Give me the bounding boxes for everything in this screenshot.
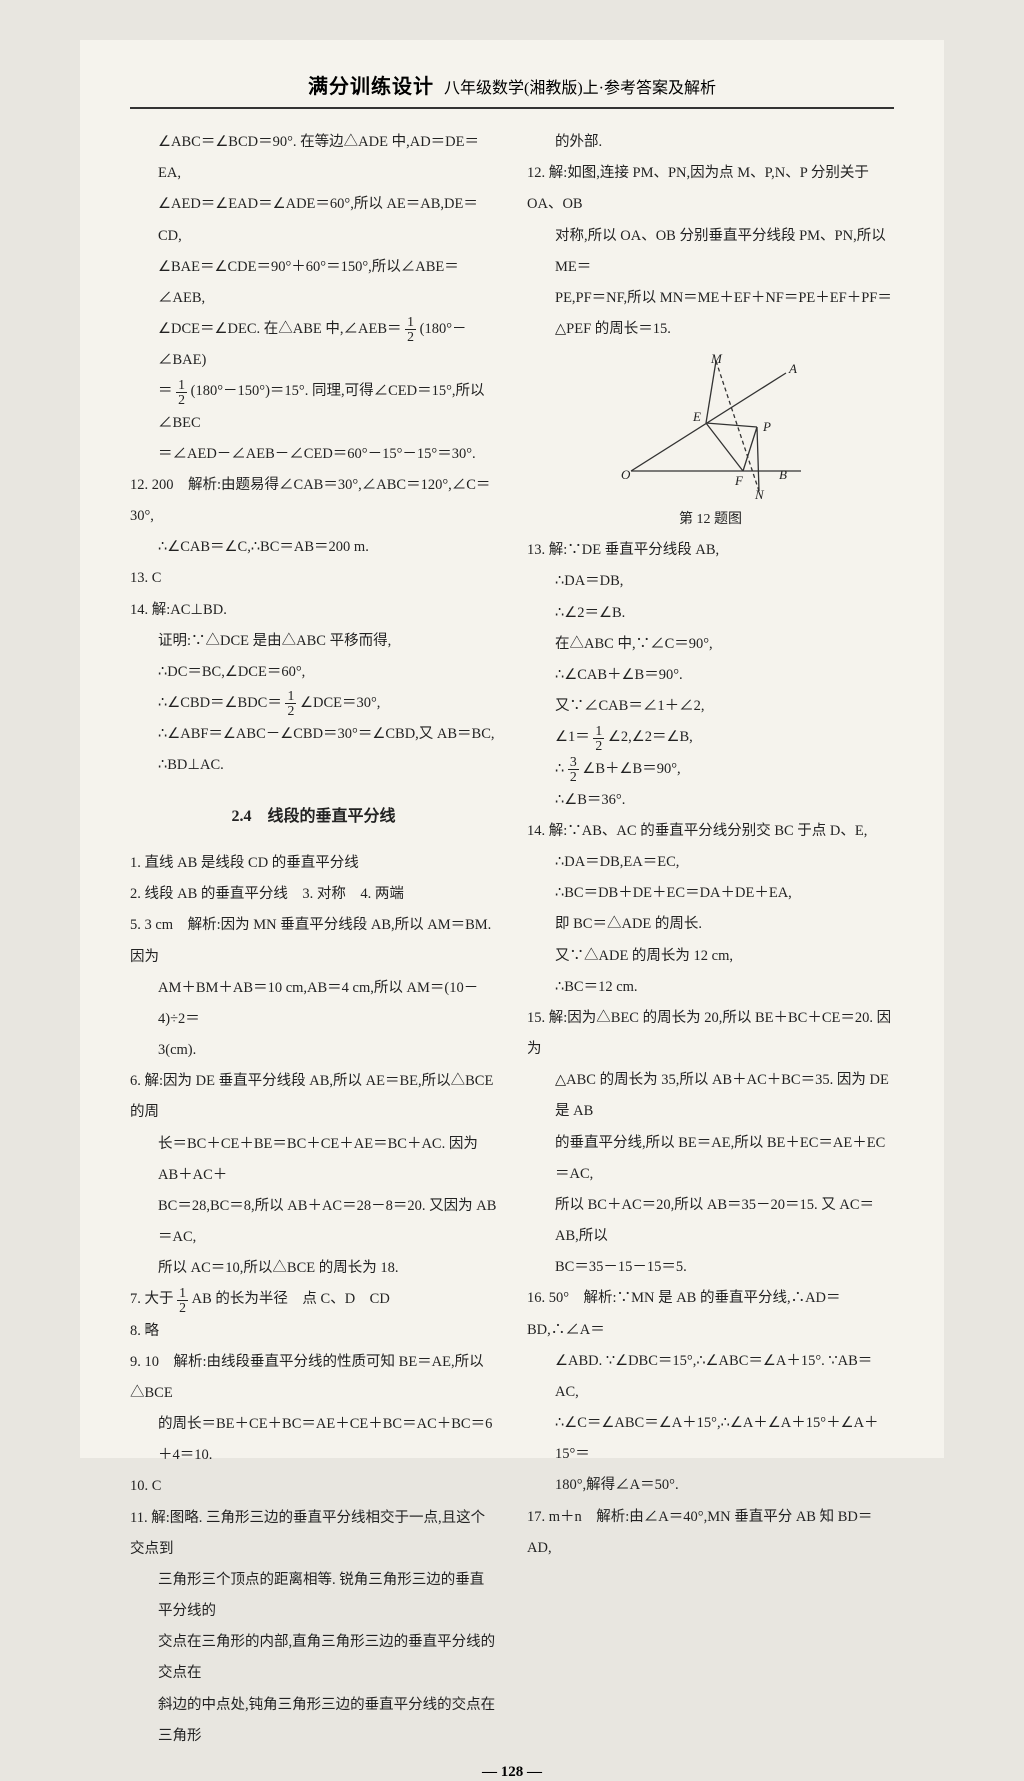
label-O: O — [621, 467, 631, 482]
text-line: 又∵∠CAB＝∠1＋∠2, — [527, 691, 894, 722]
text-line: ∴∠ABF＝∠ABC－∠CBD＝30°＝∠CBD,又 AB＝BC, — [130, 719, 497, 750]
text-span: ∠1＝ — [555, 729, 590, 745]
text-line: 14. 解:AC⊥BD. — [130, 595, 497, 626]
text-line: 6. 解:因为 DE 垂直平分线段 AB,所以 AE＝BE,所以△BCE 的周 — [130, 1066, 497, 1128]
text-line: PE,PF＝NF,所以 MN＝ME＋EF＋NF＝PE＋EF＋PF＝ — [527, 283, 894, 314]
text-line: 对称,所以 OA、OB 分别垂直平分线段 PM、PN,所以 ME＝ — [527, 221, 894, 283]
fraction-threehalf: 32 — [568, 755, 579, 784]
text-span: ＝ — [158, 383, 173, 399]
text-line: ∴∠2＝∠B. — [527, 598, 894, 629]
text-line: ＝∠AED－∠AEB－∠CED＝60°－15°－15°＝30°. — [130, 439, 497, 470]
content-columns: ∠ABC＝∠BCD＝90°. 在等边△ADE 中,AD＝DE＝EA, ∠AED＝… — [130, 127, 894, 1752]
label-E: E — [692, 409, 701, 424]
text-span: ∠DCE＝∠DEC. 在△ABE 中,∠AEB＝ — [158, 321, 402, 337]
text-span: AB 的长为半径 点 C、D CD — [192, 1291, 390, 1307]
text-line: 5. 3 cm 解析:因为 MN 垂直平分线段 AB,所以 AM＝BM.因为 — [130, 910, 497, 972]
figure-caption: 第 12 题图 — [527, 505, 894, 535]
text-line: 16. 50° 解析:∵MN 是 AB 的垂直平分线,∴AD＝BD,∴∠A＝ — [527, 1283, 894, 1345]
text-line: 即 BC＝△ADE 的周长. — [527, 909, 894, 940]
text-line: 3(cm). — [130, 1035, 497, 1066]
text-line: 15. 解:因为△BEC 的周长为 20,所以 BE＋BC＋CE＝20. 因为 — [527, 1003, 894, 1065]
text-span: ∴∠CBD＝∠BDC＝ — [158, 695, 282, 711]
text-line: ∠ABD. ∵∠DBC＝15°,∴∠ABC＝∠A＋15°. ∵AB＝AC, — [527, 1346, 894, 1408]
text-line: 2. 线段 AB 的垂直平分线 3. 对称 4. 两端 — [130, 879, 497, 910]
text-line: ∠AED＝∠EAD＝∠ADE＝60°,所以 AE＝AB,DE＝CD, — [130, 189, 497, 251]
fraction-half: 12 — [405, 315, 416, 344]
text-span: ∠2,∠2＝∠B, — [608, 729, 693, 745]
text-line: 证明:∵△DCE 是由△ABC 平移而得, — [130, 626, 497, 657]
text-span: ∠B＋∠B＝90°, — [582, 761, 680, 777]
text-line: △ABC 的周长为 35,所以 AB＋AC＋BC＝35. 因为 DE 是 AB — [527, 1065, 894, 1127]
fraction-half: 12 — [176, 378, 187, 407]
text-line: 12. 解:如图,连接 PM、PN,因为点 M、P,N、P 分别关于 OA、OB — [527, 158, 894, 220]
fraction-half: 12 — [593, 724, 604, 753]
text-line: BC＝28,BC＝8,所以 AB＋AC＝28－8＝20. 又因为 AB＝AC, — [130, 1191, 497, 1253]
text-line: 180°,解得∠A＝50°. — [527, 1470, 894, 1501]
page: 满分训练设计 八年级数学(湘教版)上·参考答案及解析 ∠ABC＝∠BCD＝90°… — [80, 40, 944, 1458]
label-M: M — [710, 351, 723, 366]
fraction-half: 12 — [285, 689, 296, 718]
text-line: ∠ABC＝∠BCD＝90°. 在等边△ADE 中,AD＝DE＝EA, — [130, 127, 497, 189]
header-title: 满分训练设计 — [308, 76, 434, 98]
page-header: 满分训练设计 八年级数学(湘教版)上·参考答案及解析 — [130, 70, 894, 109]
text-span: 7. 大于 — [130, 1291, 174, 1307]
text-line: 斜边的中点处,钝角三角形三边的垂直平分线的交点在三角形 — [130, 1690, 497, 1752]
text-line: ∴∠CAB＝∠C,∴BC＝AB＝200 m. — [130, 532, 497, 563]
label-F: F — [734, 473, 744, 488]
text-line: ∠BAE＝∠CDE＝90°＋60°＝150°,所以∠ABE＝∠AEB, — [130, 252, 497, 314]
text-line: 的垂直平分线,所以 BE＝AE,所以 BE＋EC＝AE＋EC＝AC, — [527, 1128, 894, 1190]
text-line: 所以 AC＝10,所以△BCE 的周长为 18. — [130, 1253, 497, 1284]
text-line: 三角形三个顶点的距离相等. 锐角三角形三边的垂直平分线的 — [130, 1565, 497, 1627]
right-column: 的外部. 12. 解:如图,连接 PM、PN,因为点 M、P,N、P 分别关于 … — [527, 127, 894, 1752]
text-line: 8. 略 — [130, 1316, 497, 1347]
text-line: 11. 解:图略. 三角形三边的垂直平分线相交于一点,且这个交点到 — [130, 1503, 497, 1565]
left-column: ∠ABC＝∠BCD＝90°. 在等边△ADE 中,AD＝DE＝EA, ∠AED＝… — [130, 127, 497, 1752]
text-line: ∴BC＝DB＋DE＋EC＝DA＋DE＋EA, — [527, 878, 894, 909]
text-line: ∴∠C＝∠ABC＝∠A＋15°,∴∠A＋∠A＋15°＋∠A＋15°＝ — [527, 1408, 894, 1470]
text-line: ∴BD⊥AC. — [130, 750, 497, 781]
text-line: 长＝BC＋CE＋BE＝BC＋CE＋AE＝BC＋AC. 因为 AB＋AC＋ — [130, 1129, 497, 1191]
fraction-half: 12 — [177, 1286, 188, 1315]
text-line: ＝ 12 (180°－150°)＝15°. 同理,可得∠CED＝15°,所以∠B… — [130, 376, 497, 438]
text-line: ∠1＝ 12 ∠2,∠2＝∠B, — [527, 722, 894, 753]
section-title: 2.4 线段的垂直平分线 — [130, 800, 497, 834]
text-line: ∴∠CAB＋∠B＝90°. — [527, 660, 894, 691]
diagram-svg: M A E P O F B N — [611, 351, 811, 501]
text-line: ∴∠B＝36°. — [527, 785, 894, 816]
text-line: 在△ABC 中,∵∠C＝90°, — [527, 629, 894, 660]
text-line: ∴DA＝DB, — [527, 566, 894, 597]
text-line: 17. m＋n 解析:由∠A＝40°,MN 垂直平分 AB 知 BD＝AD, — [527, 1502, 894, 1564]
text-line: 的周长＝BE＋CE＋BC＝AE＋CE＋BC＝AC＋BC＝6＋4＝10. — [130, 1409, 497, 1471]
text-line: AM＋BM＋AB＝10 cm,AB＝4 cm,所以 AM＝(10－4)÷2＝ — [130, 973, 497, 1035]
text-line: ∠DCE＝∠DEC. 在△ABE 中,∠AEB＝ 12 (180°－∠BAE) — [130, 314, 497, 376]
text-line: 7. 大于 12 AB 的长为半径 点 C、D CD — [130, 1284, 497, 1315]
text-span: ∠DCE＝30°, — [300, 695, 380, 711]
text-line: BC＝35－15－15＝5. — [527, 1252, 894, 1283]
label-A: A — [788, 361, 797, 376]
text-line: 13. C — [130, 563, 497, 594]
text-line: 的外部. — [527, 127, 894, 158]
text-line: ∴DA＝DB,EA＝EC, — [527, 847, 894, 878]
figure-12: M A E P O F B N — [527, 351, 894, 501]
text-span: (180°－150°)＝15°. 同理,可得∠CED＝15°,所以∠BEC — [158, 383, 485, 430]
text-line: 14. 解:∵AB、AC 的垂直平分线分别交 BC 于点 D、E, — [527, 816, 894, 847]
text-line: 12. 200 解析:由题易得∠CAB＝30°,∠ABC＝120°,∠C＝30°… — [130, 470, 497, 532]
label-N: N — [754, 487, 765, 501]
text-line: 交点在三角形的内部,直角三角形三边的垂直平分线的交点在 — [130, 1627, 497, 1689]
text-line: 9. 10 解析:由线段垂直平分线的性质可知 BE＝AE,所以△BCE — [130, 1347, 497, 1409]
text-line: ∴ 32 ∠B＋∠B＝90°, — [527, 754, 894, 785]
header-subtitle: 八年级数学(湘教版)上·参考答案及解析 — [444, 80, 716, 97]
text-line: 1. 直线 AB 是线段 CD 的垂直平分线 — [130, 848, 497, 879]
text-line: 所以 BC＋AC＝20,所以 AB＝35－20＝15. 又 AC＝AB,所以 — [527, 1190, 894, 1252]
text-line: ∴BC＝12 cm. — [527, 972, 894, 1003]
text-line: ∴DC＝BC,∠DCE＝60°, — [130, 657, 497, 688]
text-span: ∴ — [555, 761, 564, 777]
text-line: 又∵△ADE 的周长为 12 cm, — [527, 941, 894, 972]
label-B: B — [779, 467, 787, 482]
text-line: ∴∠CBD＝∠BDC＝ 12 ∠DCE＝30°, — [130, 688, 497, 719]
text-line: △PEF 的周长＝15. — [527, 314, 894, 345]
page-number: — 128 — — [130, 1764, 894, 1781]
text-line: 13. 解:∵DE 垂直平分线段 AB, — [527, 535, 894, 566]
label-P: P — [762, 419, 771, 434]
